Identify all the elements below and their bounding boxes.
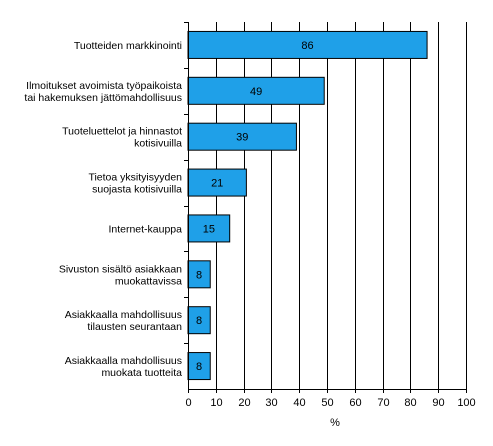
category-label: Asiakkaalla mahdollisuus muokata tuotteit… bbox=[65, 355, 182, 379]
x-tick-label: 30 bbox=[265, 397, 277, 409]
x-tick-label: 90 bbox=[432, 397, 444, 409]
data-label: 15 bbox=[203, 223, 215, 235]
x-tick-label: 80 bbox=[404, 397, 416, 409]
data-label: 8 bbox=[196, 269, 202, 281]
bars bbox=[187, 30, 428, 381]
x-axis-title: % bbox=[330, 417, 340, 429]
labels: 86 Tuotteiden markkinointi 49 Ilmoitukset a… bbox=[24, 40, 475, 429]
category-label: Ilmoitukset avoimista työpaikoista tai ha… bbox=[24, 80, 182, 104]
data-label: 8 bbox=[196, 315, 202, 327]
x-tick-label: 50 bbox=[321, 397, 333, 409]
category-label: Sivuston sisältö asiakkaan muokattavissa bbox=[59, 263, 182, 287]
x-tick-label: 70 bbox=[377, 397, 389, 409]
axes bbox=[184, 22, 467, 393]
x-tick-label: 10 bbox=[210, 397, 222, 409]
x-tick-label: 40 bbox=[293, 397, 305, 409]
category-label: Tuoteluettelot ja hinnastot kotisivuilla bbox=[62, 126, 182, 150]
data-label: 86 bbox=[301, 40, 313, 52]
data-label: 8 bbox=[196, 361, 202, 373]
category-label: Asiakkaalla mahdollisuus tilausten seuran… bbox=[65, 309, 182, 333]
data-label: 21 bbox=[211, 178, 223, 190]
x-tick-label: 100 bbox=[457, 397, 475, 409]
bar bbox=[187, 30, 428, 59]
category-label: Internet-kauppa bbox=[108, 223, 182, 235]
category-label: Tuotteiden markkinointi bbox=[74, 40, 182, 52]
data-label: 49 bbox=[250, 86, 262, 98]
data-label: 39 bbox=[236, 132, 248, 144]
x-tick-label: 60 bbox=[349, 397, 361, 409]
x-tick-label: 20 bbox=[238, 397, 250, 409]
x-tick-label: 0 bbox=[185, 397, 191, 409]
category-label: Tietoa yksityisyyden suojasta kotisivuill… bbox=[88, 172, 182, 196]
